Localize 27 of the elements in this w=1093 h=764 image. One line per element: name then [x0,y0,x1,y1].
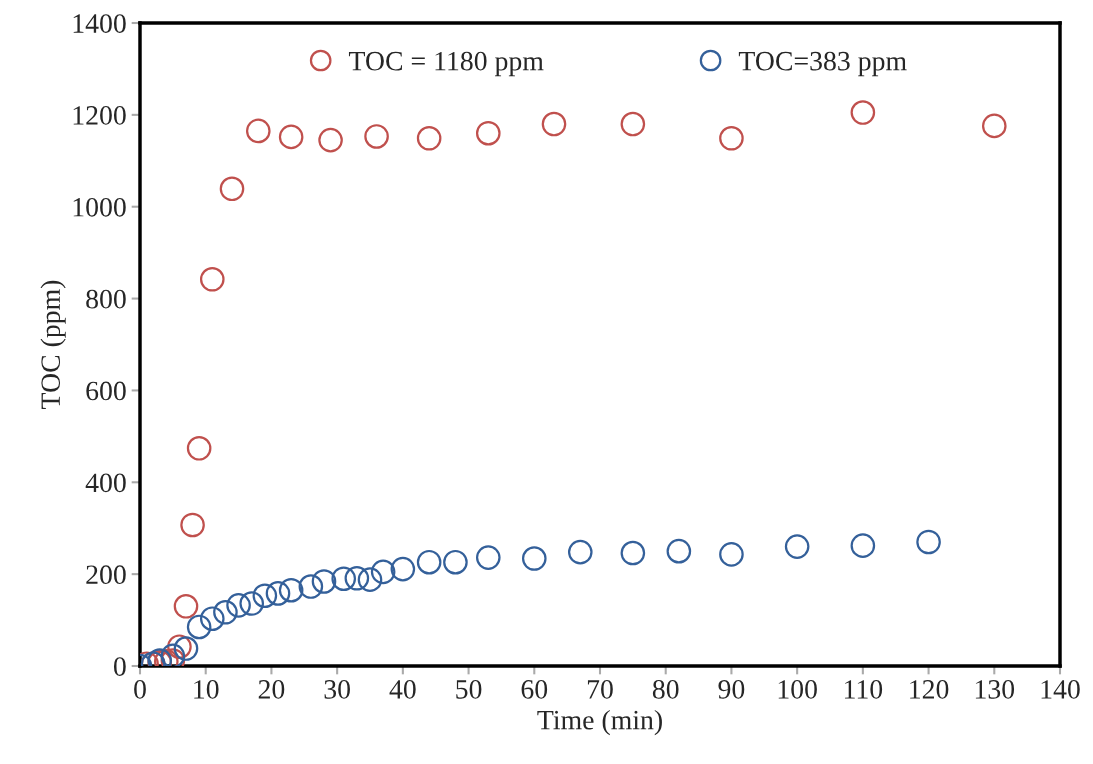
x-tick-label: 80 [652,680,679,699]
x-axis-title: Time (min) [537,709,662,736]
x-tick-label: 90 [718,680,745,699]
y-tick-label: 800 [86,289,126,309]
y-tick-label: 1200 [73,106,126,125]
x-tick-label: 50 [456,680,482,699]
y-tick-label: 0 [113,657,126,676]
y-tick-label: 200 [86,565,126,585]
x-tick-label: 30 [324,680,350,699]
y-axis-title: TOC (ppm) [40,280,66,409]
y-tick-label: 1400 [73,14,126,33]
x-tick-label: 0 [134,680,146,699]
x-tick-label: 130 [975,680,1015,699]
x-tick-label: 60 [521,680,548,699]
x-tick-label: 100 [778,680,817,699]
y-tick-label: 400 [85,473,126,493]
x-tick-label: 20 [258,680,285,699]
x-tick-label: 70 [587,680,613,699]
x-tick-label: 110 [844,680,883,699]
x-tick-label: 120 [910,680,949,699]
x-tick-label: 10 [194,680,219,699]
y-tick-label: 1000 [73,197,126,217]
y-tick-label: 600 [86,381,126,401]
legend-label: TOC = 1180 ppm [348,51,544,77]
x-tick-label: 140 [1041,680,1080,699]
legend-label: TOC=383 ppm [738,51,907,77]
x-tick-label: 40 [389,680,416,699]
